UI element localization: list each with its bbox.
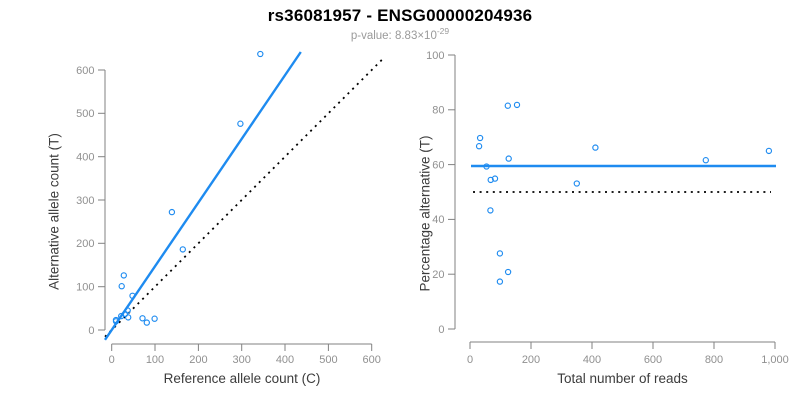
data-point (179, 246, 186, 253)
y-tick-label: 60 (432, 159, 444, 171)
regression-line (104, 51, 302, 341)
y-tick-label: 100 (76, 282, 94, 294)
right-scatter-plot: 0 20 40 60 80 100 0 200 400 600 800 1,000 (426, 50, 789, 366)
page-title: rs36081957 - ENSG00000204936 (267, 6, 533, 25)
data-point (491, 175, 499, 182)
y-tick-label: 100 (426, 50, 444, 62)
data-point (237, 120, 244, 127)
left-scatter-plot: 0 100 200 300 400 500 600 0 100 200 300 400 500 600 (76, 50, 386, 366)
data-point (476, 134, 484, 142)
x-tick-label: 100 (146, 354, 164, 366)
data-point (504, 268, 512, 276)
y-tick-label: 0 (438, 324, 444, 336)
data-point (125, 314, 132, 321)
x-tick-label: 0 (109, 354, 115, 366)
data-point (483, 163, 490, 170)
x-tick-label: 600 (644, 354, 662, 366)
data-point (592, 144, 599, 151)
data-point (765, 147, 773, 155)
y-tick-label: 300 (76, 195, 94, 207)
y-tick-label: 20 (432, 269, 444, 281)
x-tick-label: 300 (233, 354, 251, 366)
x-tick-label: 600 (363, 354, 381, 366)
data-point (573, 180, 580, 187)
data-point (505, 155, 512, 162)
data-point (487, 207, 494, 214)
data-point (496, 278, 504, 285)
data-point (120, 272, 127, 279)
data-point (139, 315, 146, 322)
data-point (118, 283, 125, 290)
p-value-subtitle: p-value: 8.83×10-29 (0, 26, 800, 42)
left-y-axis-label: Alternative allele count (T) (46, 133, 62, 290)
y-tick-label: 600 (76, 65, 94, 77)
y-tick-label: 40 (432, 214, 444, 226)
data-point (504, 102, 511, 109)
data-point (702, 157, 709, 164)
data-point (143, 319, 150, 326)
x-tick-label: 0 (467, 354, 473, 366)
data-point (257, 50, 264, 58)
x-tick-label: 500 (319, 354, 337, 366)
data-point (513, 101, 521, 109)
y-tick-label: 80 (432, 105, 444, 117)
left-x-axis-label: Reference allele count (C) (163, 371, 321, 386)
data-point (496, 250, 504, 257)
p-value-text: p-value: 8.83×10 (350, 29, 437, 42)
p-value-exponent: -29 (436, 26, 450, 36)
data-point (112, 318, 120, 325)
right-y-axis-label: Percentage alternative (T) (417, 135, 433, 292)
data-point (118, 312, 125, 320)
data-point (129, 292, 136, 299)
x-tick-label: 1,000 (761, 354, 789, 366)
y-tick-label: 400 (76, 152, 94, 164)
data-point (151, 315, 158, 322)
data-point (475, 143, 483, 150)
y-tick-label: 500 (76, 108, 94, 120)
y-tick-label: 0 (88, 325, 94, 337)
x-tick-label: 400 (583, 354, 601, 366)
y-tick-label: 200 (76, 238, 94, 250)
x-tick-label: 400 (276, 354, 294, 366)
data-point (168, 208, 176, 216)
right-x-axis-label: Total number of reads (557, 371, 688, 386)
x-tick-label: 200 (522, 354, 540, 366)
x-tick-label: 800 (705, 354, 723, 366)
x-tick-label: 200 (189, 354, 207, 366)
identity-line (104, 56, 386, 338)
